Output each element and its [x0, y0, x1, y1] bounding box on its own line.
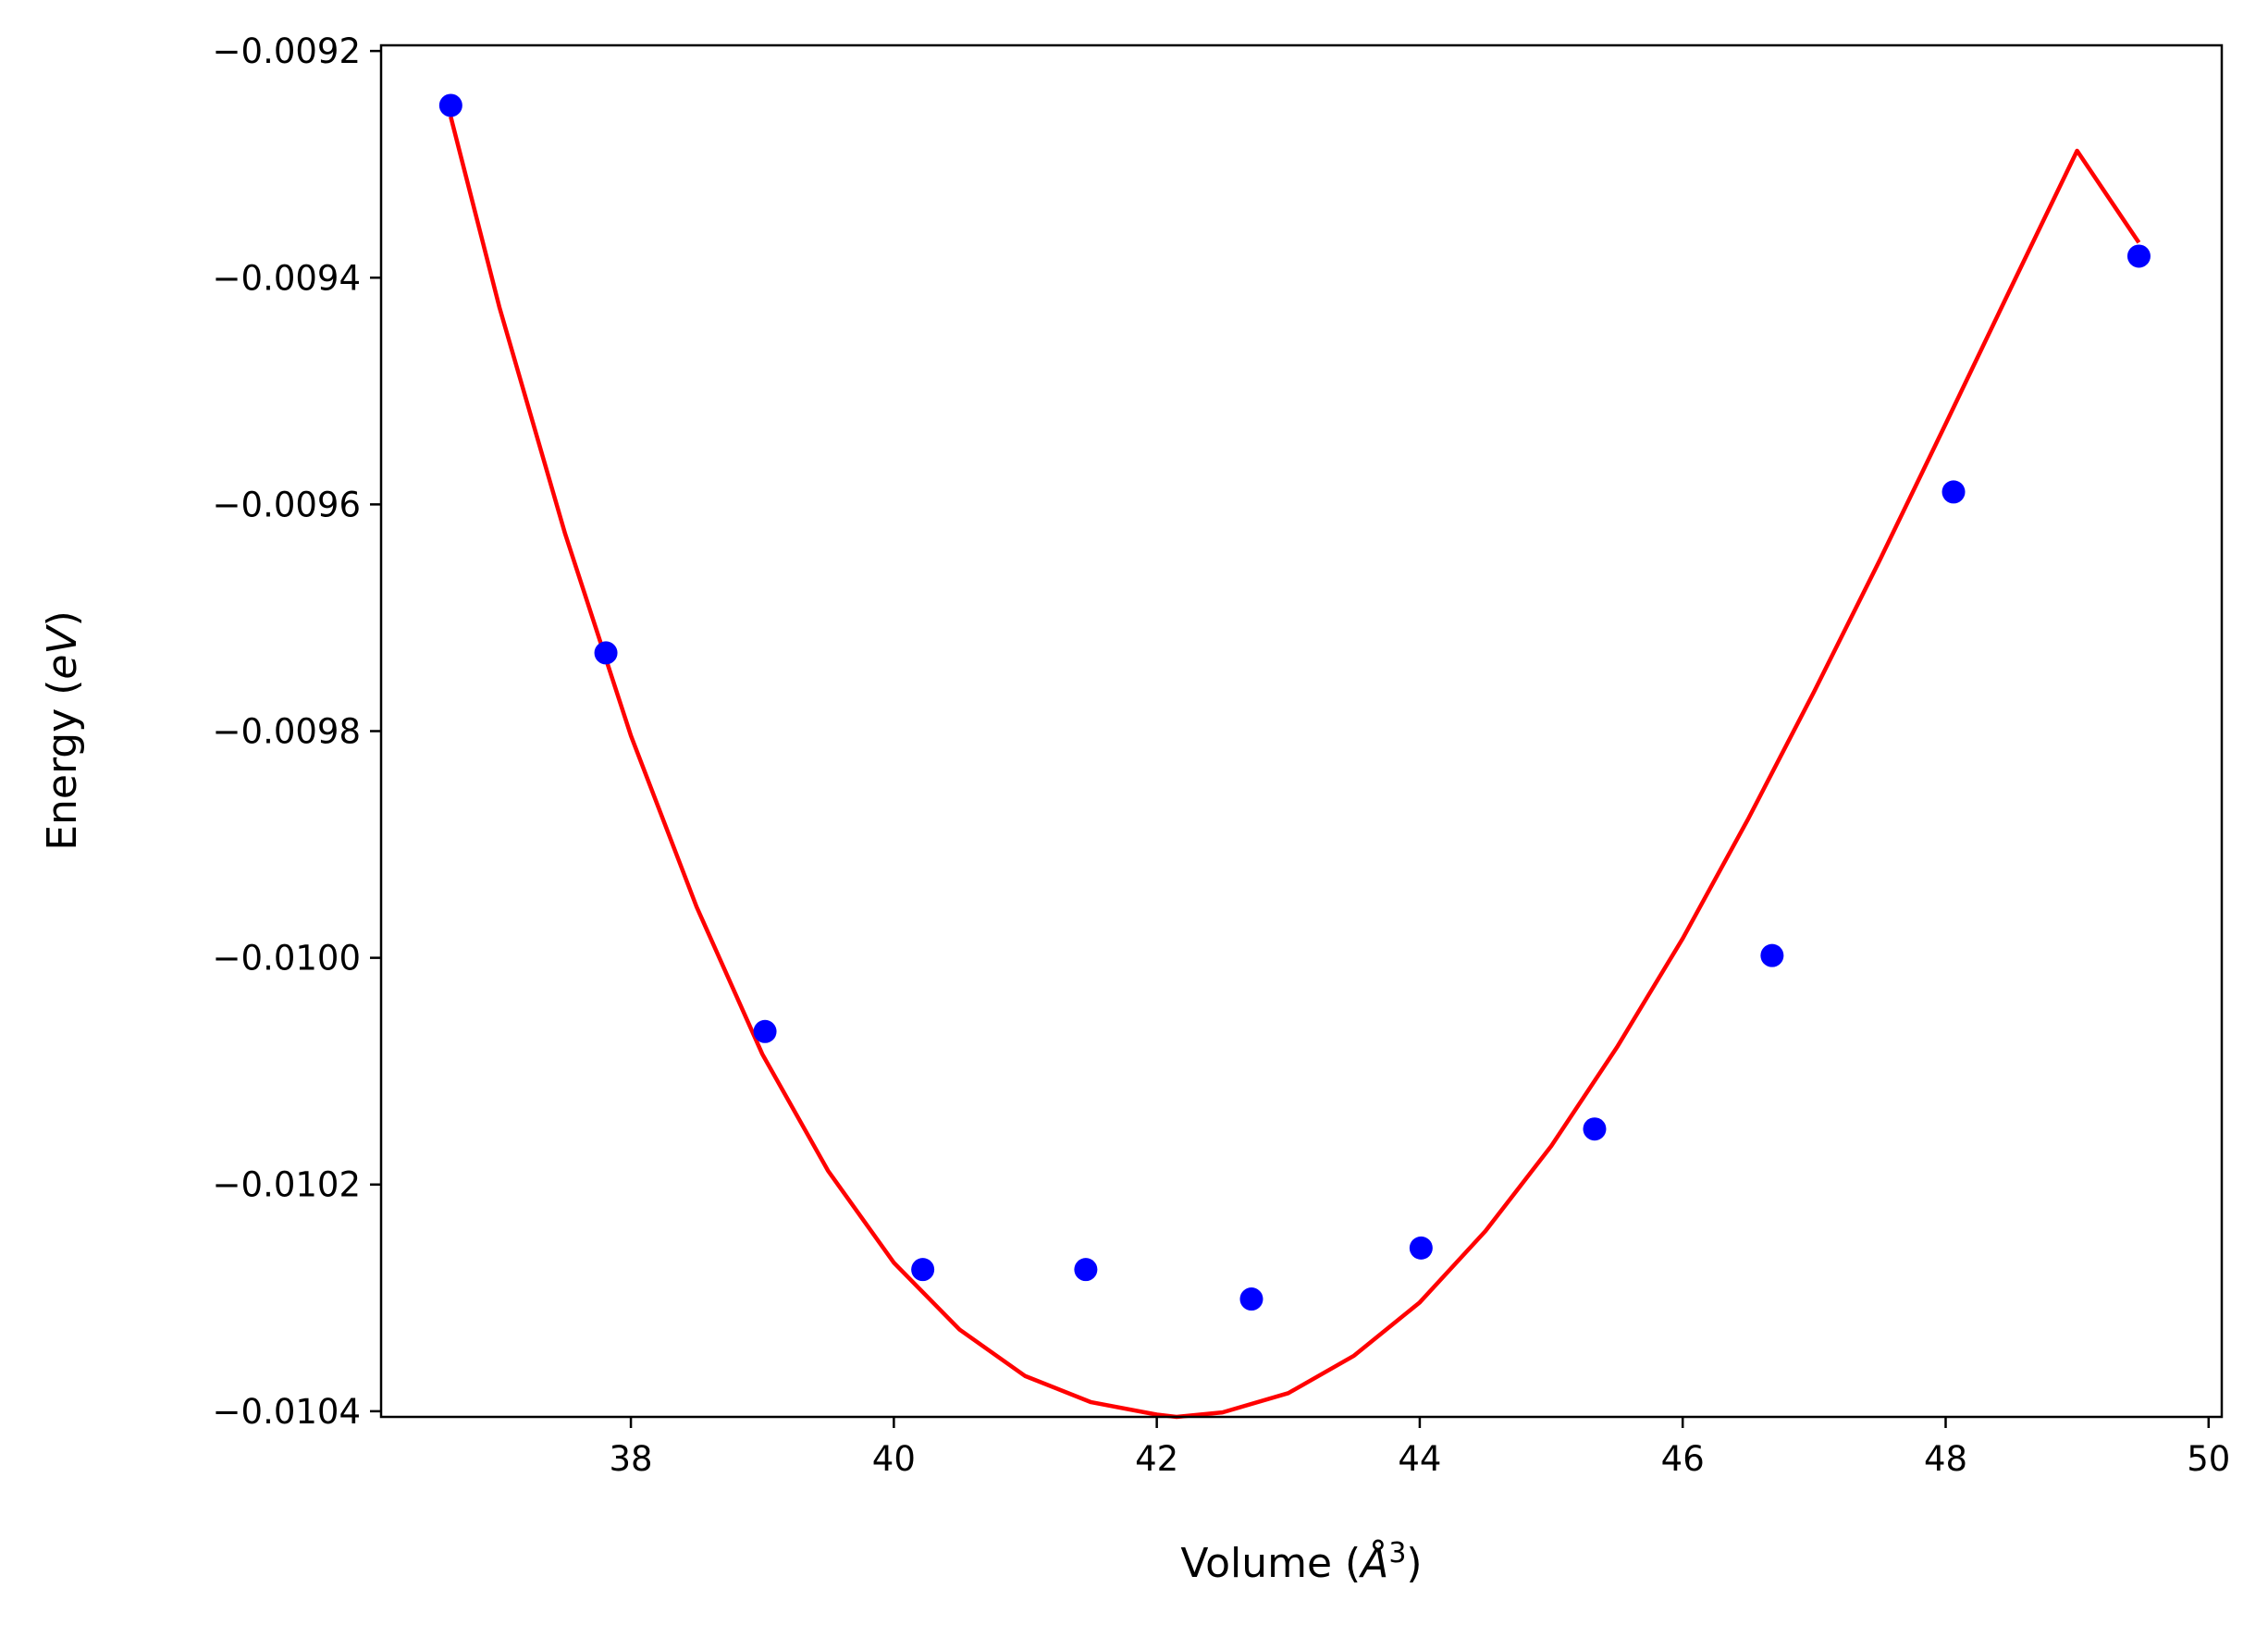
data-point	[438, 93, 462, 117]
data-point	[911, 1258, 935, 1282]
y-tick-label: −0.0092	[213, 31, 361, 71]
x-ticks: 38 40 42 44 46 48 50	[610, 1417, 2230, 1479]
x-tick-label: 42	[1135, 1439, 1178, 1479]
fit-curve-line	[449, 116, 2141, 1420]
plot-area	[381, 45, 2222, 1417]
y-tick-label: −0.0102	[213, 1165, 361, 1205]
data-point	[1239, 1287, 1263, 1311]
y-tick-label: −0.0098	[213, 712, 361, 752]
data-point	[1074, 1258, 1098, 1282]
data-point	[753, 1019, 777, 1043]
x-tick-label: 40	[872, 1439, 916, 1479]
data-point	[1941, 480, 1966, 504]
data-point	[594, 641, 618, 665]
y-tick-label: −0.0104	[213, 1392, 361, 1432]
data-point	[2126, 244, 2151, 268]
x-tick-label: 48	[1924, 1439, 1967, 1479]
x-tick-label: 44	[1398, 1439, 1441, 1479]
x-tick-label: 50	[2187, 1439, 2230, 1479]
x-tick-label: 38	[610, 1439, 653, 1479]
data-points-layer	[438, 93, 2151, 1311]
data-point	[1760, 943, 1784, 967]
x-axis-title: Volume (Å3)	[1180, 1537, 1422, 1587]
y-tick-label: −0.0096	[213, 485, 361, 524]
y-tick-label: −0.0100	[213, 939, 361, 979]
y-axis-title: Energy (eV)	[39, 610, 86, 851]
x-tick-label: 46	[1661, 1439, 1705, 1479]
y-ticks: −0.0092 −0.0094 −0.0096 −0.0098 −0.0100 −0.01…	[213, 31, 381, 1432]
data-point	[1583, 1117, 1607, 1141]
y-tick-label: −0.0094	[213, 258, 361, 298]
data-point	[1409, 1236, 1433, 1260]
fit-curve-layer	[449, 116, 2141, 1420]
